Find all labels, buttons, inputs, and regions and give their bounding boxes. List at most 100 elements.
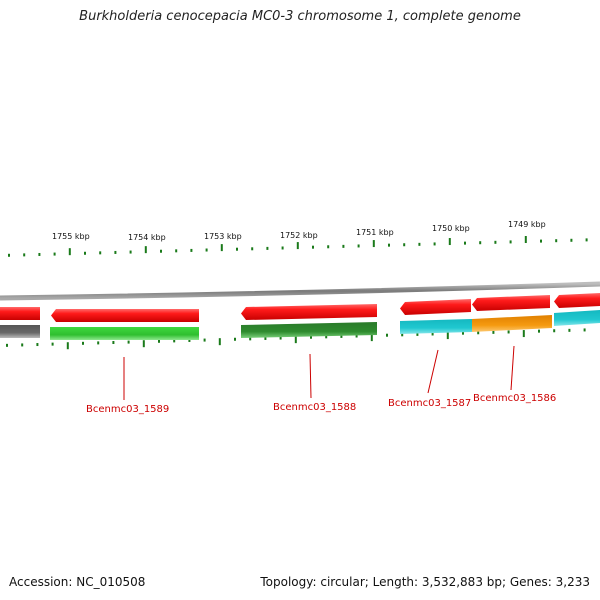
tick-mark [509,240,512,244]
cog-category-track [0,310,600,340]
tick-mark [190,248,193,252]
tick-mark [585,238,588,242]
position-label: 1750 kbp [432,224,470,233]
tick-mark [51,342,54,346]
cds-feature-arrow[interactable] [241,304,377,320]
cds-feature-arrow[interactable] [0,307,40,320]
map-title: Burkholderia cenocepacia MC0-3 chromosom… [79,9,521,24]
tick-mark [82,341,84,345]
genome-stats: Topology: circular; Length: 3,532,883 bp… [260,575,590,589]
tick-mark [205,248,208,252]
cog-block-cyan[interactable] [400,319,472,334]
tick-mark [553,329,556,333]
tick-mark [372,240,375,248]
cog-block-gray[interactable] [0,325,40,338]
leader-line [309,353,312,399]
gene-label[interactable]: Bcenmc03_1586 [473,393,556,404]
tick-mark [355,334,358,338]
tick-mark [555,239,558,243]
tick-mark [21,343,24,347]
tick-mark [84,251,86,255]
tick-mark [477,331,480,335]
tick-mark [8,253,10,257]
tick-mark [112,341,115,345]
cog-block-darkgreen[interactable] [241,322,377,338]
cds-feature-arrow[interactable] [472,295,550,311]
tick-mark [524,236,527,244]
tick-mark [433,242,436,246]
cog-block-green[interactable] [50,327,199,340]
tick-mark [342,244,345,248]
tick-mark [266,246,269,250]
tick-mark [66,342,69,350]
tick-mark [251,247,254,251]
tick-mark [99,251,102,255]
tick-mark [568,328,571,332]
cds-feature-arrow[interactable] [400,299,471,315]
tick-mark [234,337,236,341]
tick-mark [97,341,100,345]
tick-mark [522,330,525,338]
gene-label[interactable]: Bcenmc03_1587 [388,398,471,409]
tick-mark [312,245,314,249]
tick-mark [446,332,449,340]
tick-mark [464,241,466,245]
position-label: 1755 kbp [52,232,90,241]
tick-mark [144,246,147,254]
tick-mark [236,247,238,251]
chromosome-backbone [0,281,600,301]
position-label: 1749 kbp [508,220,546,229]
accession-label: Accession: NC_010508 [9,575,146,589]
tick-mark [479,241,482,245]
position-labels: 1755 kbp 1754 kbp 1753 kbp 1752 kbp 1751… [52,220,546,242]
tick-mark [6,343,8,347]
tick-mark [386,333,388,337]
lower-tick-row [6,328,586,350]
tick-mark [218,338,221,346]
tick-mark [357,244,360,248]
tick-mark [203,338,206,342]
tick-mark [492,330,495,334]
gene-leader-lines [123,345,515,400]
tick-mark [142,340,145,348]
tick-mark [249,337,252,341]
upper-tick-row [8,236,588,257]
tick-mark [388,243,390,247]
tick-mark [281,246,284,250]
tick-mark [129,250,132,254]
position-label: 1754 kbp [128,233,166,242]
cds-feature-arrow[interactable] [51,309,199,322]
tick-mark [296,242,299,250]
tick-mark [416,332,419,336]
tick-mark [340,334,343,338]
gene-label[interactable]: Bcenmc03_1589 [86,404,169,415]
tick-mark [570,238,573,242]
tick-mark [507,330,510,334]
tick-mark [403,243,406,247]
tick-mark [325,335,328,339]
tick-mark [23,253,26,257]
tick-mark [294,336,297,344]
tick-mark [327,245,330,249]
gene-labels: Bcenmc03_1589 Bcenmc03_1588 Bcenmc03_158… [86,393,556,415]
cds-feature-arrow[interactable] [554,293,600,308]
tick-mark [175,249,178,253]
tick-mark [53,252,56,256]
tick-mark [160,249,162,253]
tick-mark [264,336,267,340]
leader-line [510,345,515,391]
position-label: 1752 kbp [280,231,318,240]
tick-mark [401,333,404,337]
cog-block-orange[interactable] [472,315,552,332]
position-label: 1753 kbp [204,232,242,241]
tick-mark [68,248,71,256]
gene-label[interactable]: Bcenmc03_1588 [273,402,356,413]
tick-mark [583,328,586,332]
tick-mark [538,329,540,333]
position-label: 1751 kbp [356,228,394,237]
tick-mark [127,340,130,344]
cog-block-cyan[interactable] [554,310,600,326]
tick-mark [494,240,497,244]
